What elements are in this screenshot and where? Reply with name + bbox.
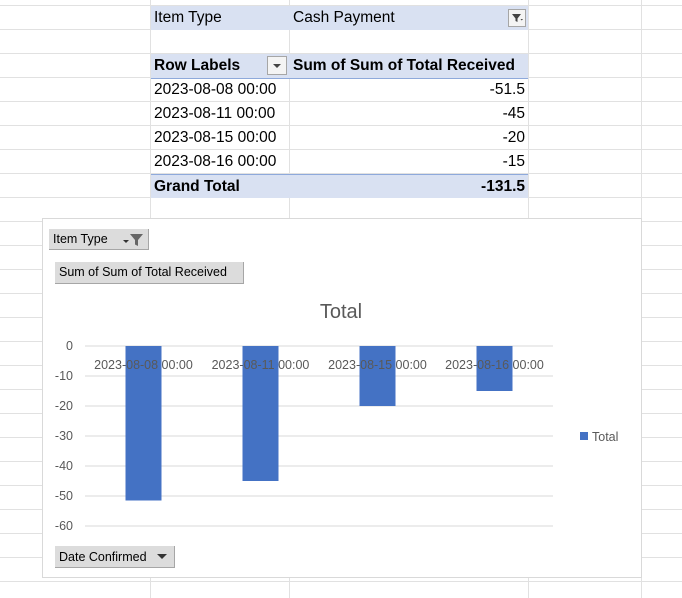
filter-dropdown-icon <box>123 234 143 246</box>
grid-row-line <box>0 173 682 174</box>
y-tick-label: -20 <box>55 399 73 413</box>
row-value: -20 <box>502 129 525 146</box>
grid-row-line <box>0 581 682 582</box>
bar <box>359 346 396 406</box>
chart-value-field-button[interactable]: Sum of Sum of Total Received <box>55 262 244 284</box>
grid-row-line <box>0 101 682 102</box>
table-row: 2023-08-16 00:00 -15 <box>151 150 528 174</box>
x-tick-label: 2023-08-16 00:00 <box>445 358 544 372</box>
chart-filter-field-button[interactable]: Item Type <box>49 229 149 250</box>
grid-row-line <box>0 149 682 150</box>
value-header: Sum of Sum of Total Received <box>293 57 515 74</box>
grand-total-row: Grand Total -131.5 <box>151 174 528 198</box>
y-tick-label: -60 <box>55 519 73 533</box>
row-value: -15 <box>502 153 525 170</box>
pivot-header-row: Row Labels Sum of Sum of Total Received <box>151 54 528 78</box>
table-row: 2023-08-15 00:00 -20 <box>151 126 528 150</box>
y-tick-label: -40 <box>55 459 73 473</box>
filter-icon <box>512 14 523 22</box>
x-tick-label: 2023-08-08 00:00 <box>94 358 193 372</box>
row-value: -51.5 <box>489 81 525 98</box>
bar <box>242 346 279 481</box>
grand-total-label: Grand Total <box>154 178 240 195</box>
y-tick-label: 0 <box>66 339 73 353</box>
chart-axis-field-label: Date Confirmed <box>59 550 147 564</box>
table-row: 2023-08-08 00:00 -51.5 <box>151 78 528 102</box>
row-label: 2023-08-08 00:00 <box>154 81 277 98</box>
chart-plot: Total 0 -10 -20 -30 -40 -50 -60 2023-08-08 00:00… <box>55 301 618 533</box>
legend-swatch <box>580 432 588 440</box>
y-tick-label: -50 <box>55 489 73 503</box>
x-tick-label: 2023-08-15 00:00 <box>328 358 427 372</box>
table-row: 2023-08-11 00:00 -45 <box>151 102 528 126</box>
chart-value-field-label: Sum of Sum of Total Received <box>59 265 227 279</box>
row-labels-dropdown-button[interactable] <box>267 56 287 75</box>
chart-title: Total <box>320 301 362 323</box>
grid-row-line <box>0 125 682 126</box>
row-label: 2023-08-11 00:00 <box>154 105 276 122</box>
grid-row-line <box>0 5 682 6</box>
grand-total-value: -131.5 <box>481 178 525 195</box>
chart-filter-field-label: Item Type <box>53 232 108 246</box>
pivot-filter-label: Item Type <box>154 9 222 26</box>
bar <box>476 346 513 391</box>
header-divider <box>151 78 528 79</box>
chart-axis-field-button[interactable]: Date Confirmed <box>55 546 175 568</box>
row-label: 2023-08-16 00:00 <box>154 153 277 170</box>
legend-label: Total <box>592 430 618 444</box>
grid-row-line <box>0 53 682 54</box>
chevron-down-icon <box>273 64 281 68</box>
pivot-chart[interactable]: Item Type Sum of Sum of Total Received D… <box>42 218 642 578</box>
row-labels-header: Row Labels <box>154 57 241 74</box>
chevron-down-icon <box>157 554 167 559</box>
pivot-filter-button[interactable] <box>508 9 526 27</box>
row-value: -45 <box>502 105 525 122</box>
bar <box>125 346 162 501</box>
y-tick-label: -30 <box>55 429 73 443</box>
pivot-filter-value: Cash Payment <box>293 9 395 26</box>
row-label: 2023-08-15 00:00 <box>154 129 277 146</box>
y-tick-label: -10 <box>55 369 73 383</box>
pivot-filter-row: Item Type Cash Payment <box>151 6 528 30</box>
x-tick-label: 2023-08-11 00:00 <box>212 358 310 372</box>
